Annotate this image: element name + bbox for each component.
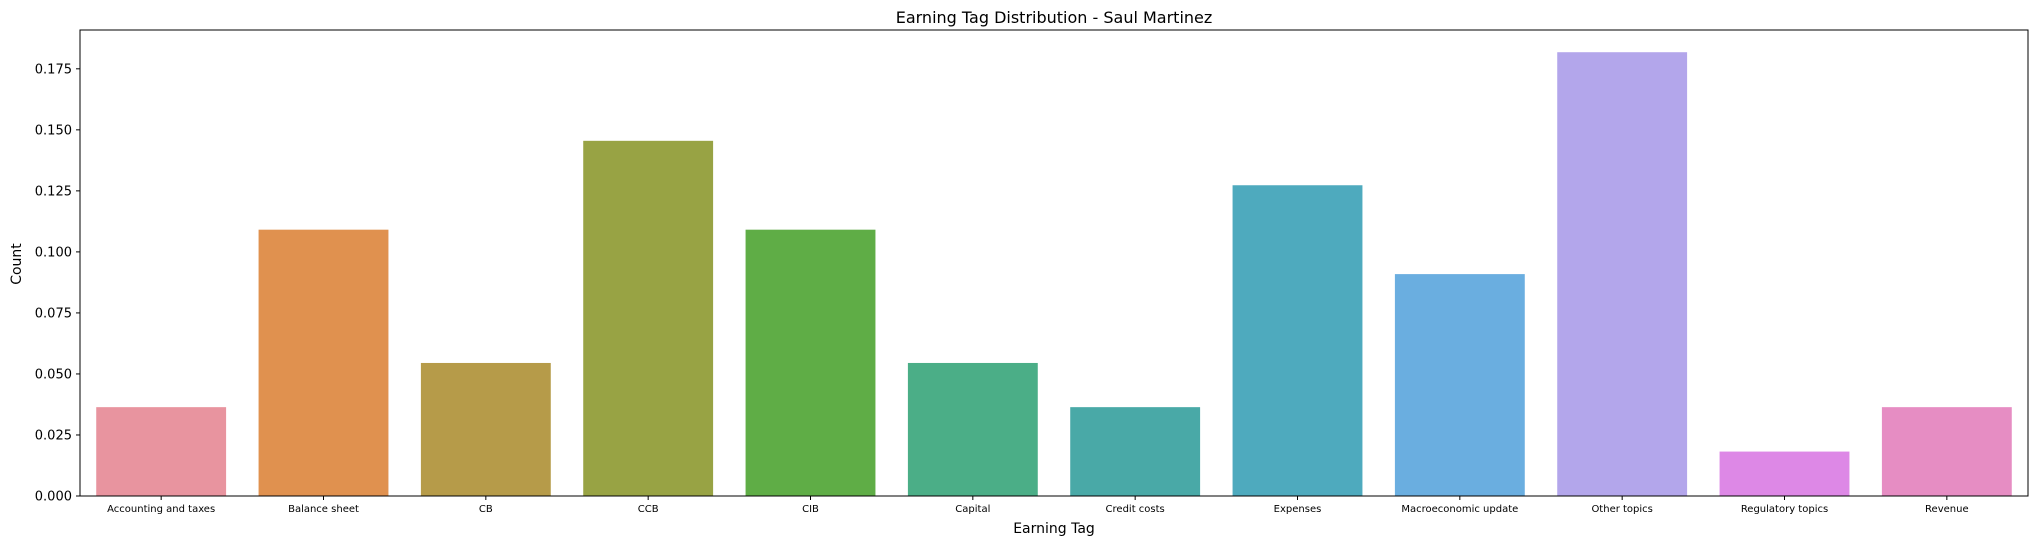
y-tick-label: 0.125 <box>35 184 72 199</box>
x-tick-label: Other topics <box>1591 504 1652 515</box>
bar-other-topics <box>1557 52 1688 497</box>
x-tick-label: Balance sheet <box>288 504 359 515</box>
y-tick-label: 0.000 <box>35 490 72 505</box>
y-axis-label: Count <box>9 243 25 285</box>
y-tick-label: 0.175 <box>35 62 72 77</box>
bar-balance-sheet <box>258 229 389 496</box>
y-tick-label: 0.150 <box>35 123 72 138</box>
x-axis-label: Earning Tag <box>1013 521 1095 537</box>
x-tick-label: CCB <box>638 504 659 515</box>
x-tick-label: Expenses <box>1274 504 1322 515</box>
x-tick-label: Capital <box>955 504 990 515</box>
x-tick-label: Revenue <box>1925 504 1969 515</box>
chart-title: Earning Tag Distribution - Saul Martinez <box>896 8 1213 27</box>
x-tick-label: Macroeconomic update <box>1401 504 1518 515</box>
bar-expenses <box>1232 185 1363 496</box>
bar-capital <box>907 362 1038 496</box>
x-tick-label: Credit costs <box>1106 504 1165 515</box>
x-tick-label: Accounting and taxes <box>107 504 215 515</box>
x-tick-label: Regulatory topics <box>1741 504 1828 515</box>
y-tick-label: 0.050 <box>35 367 72 382</box>
bar-accounting-and-taxes <box>96 407 227 496</box>
bar-credit-costs <box>1070 407 1201 496</box>
y-tick-label: 0.075 <box>35 306 72 321</box>
bar-macroeconomic-update <box>1394 274 1525 496</box>
y-tick-label: 0.100 <box>35 245 72 260</box>
x-axis-ticks: Accounting and taxes Balance sheet CB CCB CI… <box>107 496 1969 515</box>
y-axis-ticks: 0.000 0.025 0.050 0.075 0.100 0.125 0.150 0.175 <box>35 62 80 505</box>
bar-regulatory-topics <box>1719 451 1850 496</box>
bars-group <box>96 52 2012 497</box>
bar-ccb <box>583 140 714 496</box>
bar-cb <box>420 362 551 496</box>
x-tick-label: CIB <box>802 504 819 515</box>
plot-frame <box>79 29 2029 497</box>
bar-cib <box>745 229 876 496</box>
bar-revenue <box>1881 407 2012 496</box>
x-tick-label: CB <box>479 504 493 515</box>
y-tick-label: 0.025 <box>35 428 72 443</box>
